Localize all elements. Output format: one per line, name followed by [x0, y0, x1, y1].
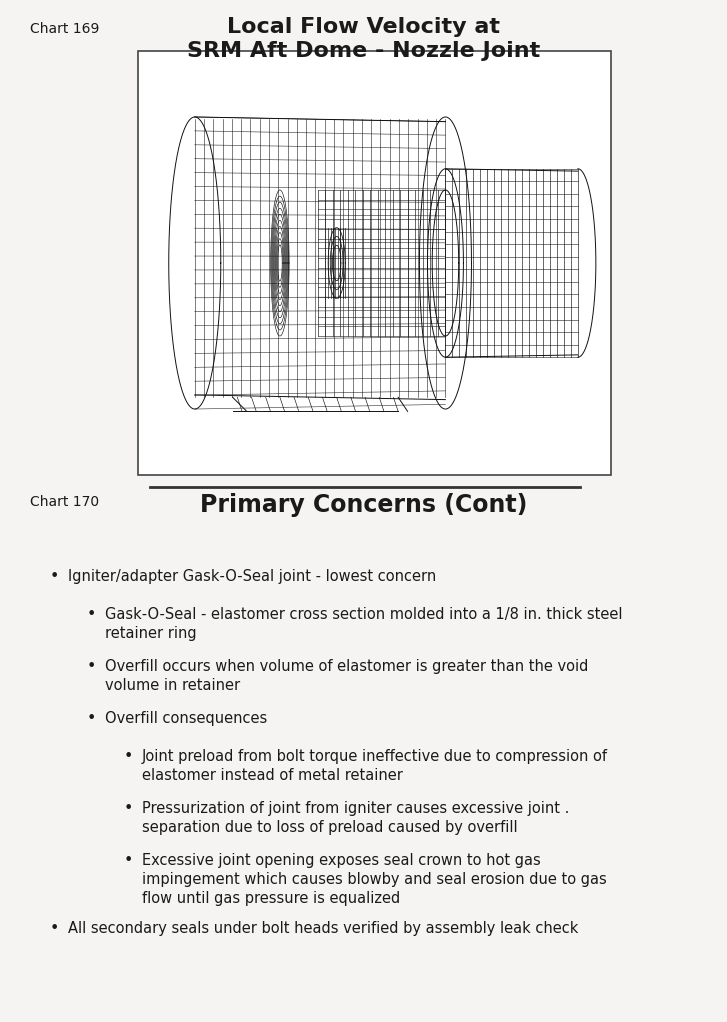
- Text: Chart 169: Chart 169: [30, 22, 100, 36]
- Text: Excessive joint opening exposes seal crown to hot gas
impingement which causes b: Excessive joint opening exposes seal cro…: [142, 853, 607, 907]
- Bar: [138, 51, 611, 475]
- Text: Joint preload from bolt torque ineffective due to compression of
elastomer inste: Joint preload from bolt torque ineffecti…: [142, 749, 608, 783]
- Text: Overfill consequences: Overfill consequences: [105, 711, 268, 726]
- Text: •: •: [87, 711, 97, 726]
- Text: Primary Concerns (Cont): Primary Concerns (Cont): [200, 493, 527, 517]
- Text: Pressurization of joint from igniter causes excessive joint .
separation due to : Pressurization of joint from igniter cau…: [142, 801, 569, 835]
- Text: Chart 170: Chart 170: [30, 495, 99, 509]
- Text: •: •: [124, 853, 133, 868]
- Text: Gask-O-Seal - elastomer cross section molded into a 1/8 in. thick steel
retainer: Gask-O-Seal - elastomer cross section mo…: [105, 607, 622, 641]
- Text: Overfill occurs when volume of elastomer is greater than the void
volume in reta: Overfill occurs when volume of elastomer…: [105, 659, 588, 693]
- Text: •: •: [87, 659, 97, 673]
- Text: •: •: [50, 569, 60, 584]
- Text: •: •: [87, 607, 97, 622]
- Text: •: •: [50, 921, 60, 936]
- Text: •: •: [124, 801, 133, 816]
- Text: •: •: [124, 749, 133, 764]
- Text: Local Flow Velocity at
SRM Aft Dome - Nozzle Joint: Local Flow Velocity at SRM Aft Dome - No…: [187, 17, 540, 61]
- Text: Igniter/adapter Gask-O-Seal joint - lowest concern: Igniter/adapter Gask-O-Seal joint - lowe…: [68, 569, 436, 584]
- Text: All secondary seals under bolt heads verified by assembly leak check: All secondary seals under bolt heads ver…: [68, 921, 579, 936]
